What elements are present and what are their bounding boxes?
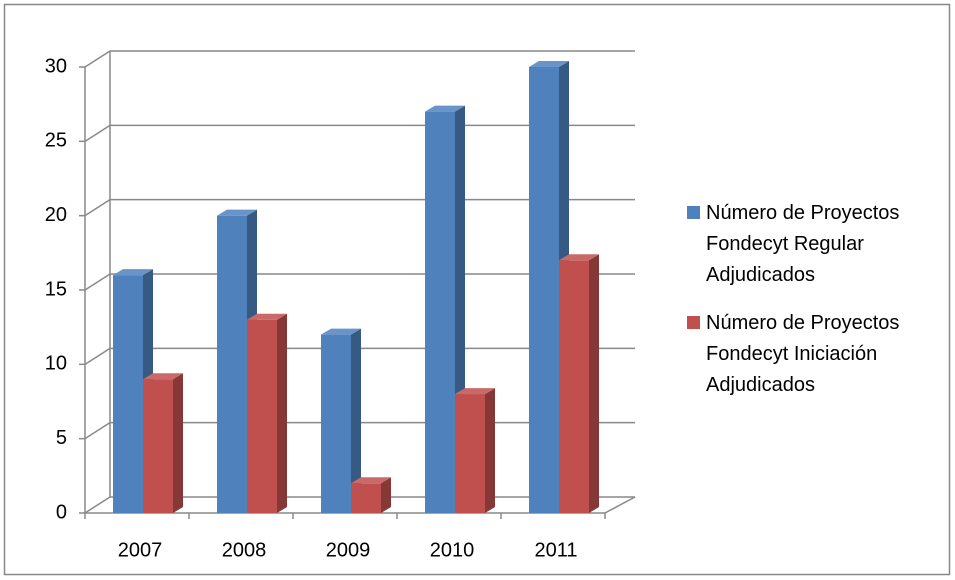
bar xyxy=(217,215,247,513)
y-tick-label: 5 xyxy=(56,427,67,449)
x-tick-label: 2010 xyxy=(430,539,475,561)
y-tick-label: 15 xyxy=(45,278,67,300)
y-tick-label: 0 xyxy=(56,501,67,523)
x-tick-label: 2011 xyxy=(534,539,577,561)
y-tick-label: 20 xyxy=(45,204,67,226)
bar xyxy=(113,275,143,513)
bar-top xyxy=(425,105,465,112)
legend-label: Número de Proyectos Fondecyt Iniciación … xyxy=(706,312,900,396)
floor-right xyxy=(604,496,636,514)
grid-depth xyxy=(84,50,111,68)
y-tick-label: 10 xyxy=(45,353,67,375)
bar-top xyxy=(559,254,599,261)
bar xyxy=(143,379,173,513)
bar-top xyxy=(321,328,361,335)
bar-top xyxy=(143,373,183,380)
bar-top xyxy=(351,477,391,484)
grid-depth xyxy=(84,199,111,217)
grid-depth xyxy=(84,422,111,440)
bar xyxy=(559,260,589,513)
bar-side xyxy=(589,254,599,513)
bar xyxy=(455,394,485,513)
bar-top xyxy=(247,313,287,320)
bar xyxy=(529,67,559,513)
y-tick-label: 30 xyxy=(45,55,67,77)
bar-top xyxy=(113,269,153,276)
x-tick-label: 2008 xyxy=(222,539,267,561)
grid-depth xyxy=(84,347,111,365)
bar xyxy=(425,111,455,513)
legend-swatch xyxy=(687,316,700,329)
legend-entry: Número de Proyectos Fondecyt Iniciación … xyxy=(706,312,900,396)
bar-top xyxy=(455,388,495,395)
bar-side xyxy=(381,477,391,513)
grid-depth xyxy=(84,124,111,142)
legend-label: Número de Proyectos Fondecyt Regular Adj… xyxy=(706,202,900,286)
x-tick-label: 2009 xyxy=(326,539,371,561)
bar xyxy=(247,319,277,513)
bar-top xyxy=(217,209,257,216)
y-tick-label: 25 xyxy=(45,130,67,152)
bar-side xyxy=(351,328,361,513)
bar-side xyxy=(277,313,287,513)
bar-side xyxy=(173,373,183,513)
bar xyxy=(351,483,381,513)
x-tick-label: 2007 xyxy=(118,539,163,561)
legend-entry: Número de Proyectos Fondecyt Regular Adj… xyxy=(706,202,900,286)
grid-depth xyxy=(84,273,111,291)
bar-top xyxy=(529,61,569,67)
legend-swatch xyxy=(687,206,700,219)
bar-side xyxy=(485,388,495,513)
grid-depth xyxy=(84,496,111,514)
bar xyxy=(321,334,351,513)
